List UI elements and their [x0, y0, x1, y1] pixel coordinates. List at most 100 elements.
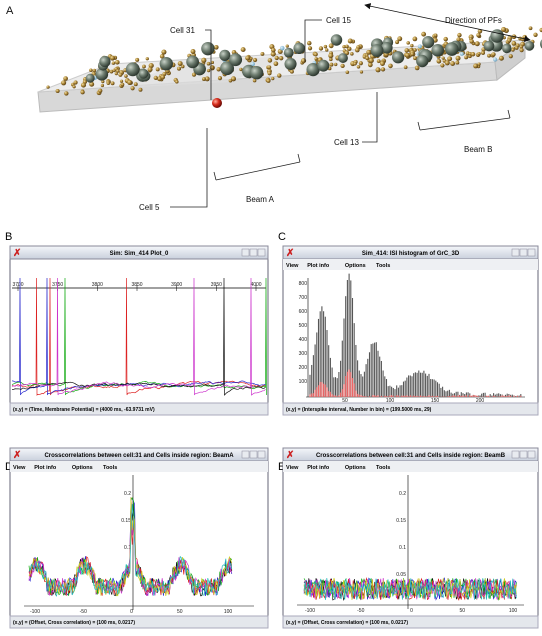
neuron: [508, 54, 513, 59]
neuron: [190, 49, 196, 54]
neuron: [277, 73, 282, 78]
neuron: [216, 67, 221, 72]
neuron: [80, 82, 87, 88]
close-icon: ✗: [13, 248, 21, 259]
neuron: [231, 76, 237, 82]
neuron: [98, 88, 103, 93]
menu-item[interactable]: Plot info: [307, 263, 330, 269]
x-tick-label: 200: [476, 398, 485, 404]
neuron: [473, 63, 479, 69]
menu-item[interactable]: Plot info: [34, 465, 57, 471]
neuron: [470, 52, 476, 57]
x-tick-label: 50: [459, 608, 465, 614]
neuron: [329, 62, 334, 67]
neuron: [118, 72, 123, 77]
neuron: [306, 62, 320, 77]
neuron: [229, 53, 243, 67]
title-bar: [9, 245, 269, 260]
neuron: [365, 56, 370, 61]
neuron: [111, 61, 116, 65]
neuron: [245, 55, 251, 61]
neuron: [404, 48, 410, 53]
y-tick-label: 0.2: [399, 491, 406, 497]
neuron: [539, 39, 542, 49]
menu-bar: [283, 259, 538, 270]
neuron: [397, 36, 403, 42]
menu-bar: [10, 461, 268, 472]
plot-window: D✗ Crosscorrelations between cell:31 and …: [5, 447, 269, 629]
neuron: [239, 67, 243, 72]
window-button[interactable]: [519, 450, 528, 459]
window-title: Crosscorrelations between cell:31 and Ce…: [316, 453, 506, 459]
neuron: [410, 43, 414, 48]
neuron: [109, 69, 114, 74]
menu-item[interactable]: Options: [345, 465, 366, 471]
menu-item[interactable]: Options: [345, 263, 366, 269]
window-button[interactable]: [241, 248, 250, 257]
menu-item[interactable]: Tools: [376, 263, 390, 269]
neuron: [201, 77, 206, 82]
neuron: [533, 32, 538, 37]
window-button[interactable]: [249, 248, 258, 257]
window-button[interactable]: [511, 450, 520, 459]
x-tick-label: -50: [80, 609, 87, 615]
trace: [28, 504, 233, 597]
neuron-highlight: [212, 98, 222, 108]
status-text: (x,y) = (Offset, Cross correlation) = (1…: [13, 620, 135, 626]
neuron: [380, 61, 385, 67]
menu-item[interactable]: Tools: [376, 465, 390, 471]
neuron: [119, 79, 124, 83]
status-text: (x,y) = (Offset, Cross correlation) = (1…: [286, 620, 408, 626]
neuron: [338, 53, 348, 63]
menu-item[interactable]: Tools: [103, 465, 117, 471]
window-frame: [9, 447, 269, 629]
close-icon: ✗: [13, 450, 21, 461]
menu-item[interactable]: View: [286, 465, 299, 471]
neuron: [175, 80, 179, 84]
window-button[interactable]: [511, 248, 520, 257]
menu-item[interactable]: View: [13, 465, 26, 471]
x-tick-label: 50: [342, 398, 348, 404]
neuron: [410, 52, 415, 57]
window-button[interactable]: [257, 248, 266, 257]
neuron: [46, 85, 50, 89]
neuron: [345, 44, 349, 49]
neuron: [477, 51, 481, 56]
neuron: [271, 76, 275, 81]
y-tick-label: 600: [299, 309, 308, 315]
plot-window: C✗ Sim_414: ISI histogram of GrC_3D View Pl…: [278, 231, 539, 416]
window-button[interactable]: [527, 248, 536, 257]
x-tick-label: 4000: [250, 282, 261, 288]
neuron: [366, 49, 372, 55]
neuron: [85, 73, 95, 83]
y-tick-label: 0.05: [396, 572, 406, 578]
window-button[interactable]: [257, 450, 266, 459]
callout-label: Cell 15: [326, 16, 351, 25]
status-text: (x,y) = (Time, Membrane Potential) = (40…: [13, 407, 155, 413]
y-tick-label: 0.1: [399, 545, 406, 551]
neuron: [323, 44, 328, 49]
neuron: [240, 47, 246, 53]
panel-label: B: [5, 231, 12, 243]
status-text: (x,y) = (Interspike interval, Number in …: [286, 407, 432, 413]
neuron: [145, 57, 149, 61]
neuron: [130, 86, 135, 91]
neuron: [73, 80, 78, 85]
window-button[interactable]: [527, 450, 536, 459]
menu-item[interactable]: Options: [72, 465, 93, 471]
window-button[interactable]: [519, 248, 528, 257]
window-button[interactable]: [249, 450, 258, 459]
neuron: [177, 61, 183, 67]
menu-item[interactable]: View: [286, 263, 299, 269]
window-button[interactable]: [241, 450, 250, 459]
menu-item[interactable]: Plot info: [307, 465, 330, 471]
x-tick-label: 0: [410, 608, 413, 614]
neuron: [469, 39, 474, 44]
neuron: [89, 68, 93, 73]
neuron: [219, 49, 231, 61]
neuron: [487, 53, 492, 58]
neuron: [159, 57, 173, 71]
neuron: [279, 45, 285, 51]
window-frame: [282, 447, 539, 629]
callout-label: Cell 5: [139, 203, 160, 212]
